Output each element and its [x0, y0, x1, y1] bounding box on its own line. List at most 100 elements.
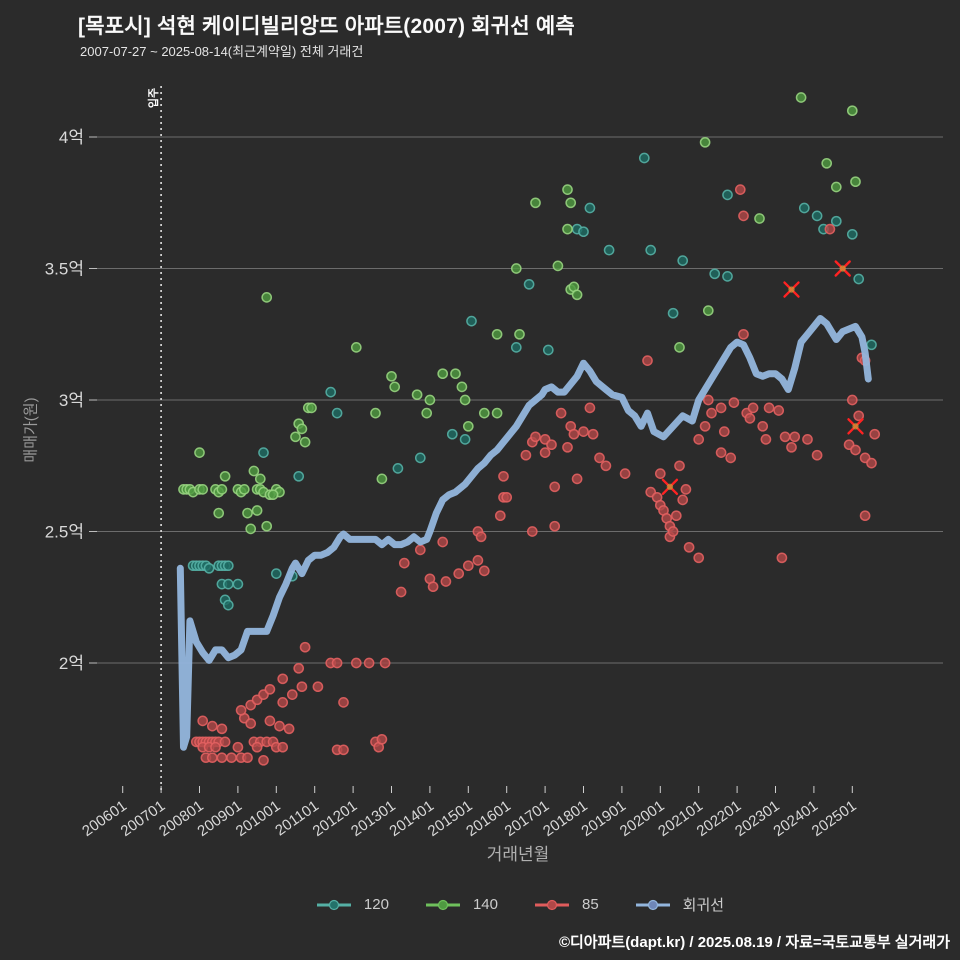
data-point-120[interactable]: [232, 578, 244, 590]
data-point-85[interactable]: [728, 397, 740, 408]
data-point-85[interactable]: [274, 720, 285, 732]
data-point-140[interactable]: [530, 197, 541, 209]
data-point-85[interactable]: [437, 536, 449, 548]
data-point-85[interactable]: [453, 568, 465, 579]
data-point-85[interactable]: [824, 223, 836, 235]
data-point-85[interactable]: [277, 673, 289, 685]
data-point-85[interactable]: [283, 723, 295, 735]
data-point-120[interactable]: [392, 463, 404, 474]
data-point-140[interactable]: [194, 447, 205, 458]
data-point-140[interactable]: [290, 431, 301, 443]
data-point-85[interactable]: [242, 752, 253, 764]
data-point-140[interactable]: [674, 342, 685, 353]
data-point-120[interactable]: [203, 562, 215, 574]
data-point-85[interactable]: [744, 413, 756, 424]
data-point-120[interactable]: [709, 268, 721, 280]
data-point-85[interactable]: [584, 402, 596, 414]
data-point-85[interactable]: [312, 681, 324, 693]
data-point-85[interactable]: [715, 447, 727, 458]
data-point-85[interactable]: [779, 431, 791, 443]
data-point-120[interactable]: [222, 560, 234, 572]
data-point-120[interactable]: [603, 244, 615, 256]
data-point-140[interactable]: [267, 489, 279, 501]
data-point-140[interactable]: [350, 342, 362, 353]
data-point-85[interactable]: [350, 657, 362, 669]
data-point-85[interactable]: [725, 452, 737, 464]
legend-item-회귀선[interactable]: 회귀선: [635, 894, 724, 915]
data-point-85[interactable]: [600, 460, 612, 472]
data-point-85[interactable]: [568, 428, 580, 440]
data-point-85[interactable]: [619, 468, 631, 479]
data-point-140[interactable]: [571, 289, 583, 301]
data-point-140[interactable]: [552, 260, 564, 272]
data-point-85[interactable]: [338, 697, 349, 708]
data-point-85[interactable]: [715, 402, 727, 414]
data-point-120[interactable]: [414, 452, 426, 464]
data-point-85[interactable]: [286, 689, 298, 700]
plot-area[interactable]: 4억 3.5억 3억 2.5억 2억 20060120070120080120090120…: [0, 0, 960, 860]
data-point-85[interactable]: [216, 723, 228, 735]
data-point-140[interactable]: [459, 394, 471, 406]
data-point-140[interactable]: [251, 505, 263, 516]
data-point-120[interactable]: [446, 428, 458, 440]
data-point-140[interactable]: [456, 381, 468, 393]
data-point-85[interactable]: [869, 428, 881, 440]
data-point-85[interactable]: [642, 355, 653, 366]
data-point-140[interactable]: [846, 105, 858, 117]
data-point-120[interactable]: [866, 339, 877, 351]
data-point-140[interactable]: [478, 407, 490, 419]
data-point-120[interactable]: [584, 202, 596, 214]
data-point-85[interactable]: [693, 434, 705, 445]
data-point-85[interactable]: [251, 741, 263, 753]
data-point-85[interactable]: [520, 449, 532, 461]
data-point-140[interactable]: [437, 368, 449, 380]
data-point-140[interactable]: [821, 157, 833, 169]
data-point-120[interactable]: [578, 226, 589, 238]
data-point-85[interactable]: [395, 586, 407, 598]
data-point-120[interactable]: [222, 599, 234, 611]
data-point-140[interactable]: [462, 420, 474, 432]
data-point-85[interactable]: [462, 560, 474, 572]
data-point-85[interactable]: [245, 718, 257, 729]
data-point-85[interactable]: [219, 736, 231, 748]
data-point-85[interactable]: [866, 457, 877, 469]
data-point-85[interactable]: [734, 184, 746, 195]
data-point-85[interactable]: [763, 402, 775, 414]
data-point-85[interactable]: [498, 470, 509, 482]
data-point-140[interactable]: [514, 328, 525, 340]
data-point-120[interactable]: [811, 210, 823, 222]
data-point-85[interactable]: [811, 449, 823, 461]
data-point-85[interactable]: [773, 405, 785, 416]
data-point-85[interactable]: [197, 715, 209, 727]
data-point-85[interactable]: [216, 752, 228, 764]
data-point-85[interactable]: [414, 544, 426, 556]
data-point-140[interactable]: [562, 184, 573, 195]
regression-line[interactable]: [176, 315, 872, 751]
data-point-85[interactable]: [206, 720, 218, 732]
data-point-140[interactable]: [219, 470, 231, 482]
data-point-140[interactable]: [411, 389, 423, 401]
data-point-85[interactable]: [718, 426, 730, 437]
data-point-140[interactable]: [850, 176, 861, 188]
data-point-140[interactable]: [830, 181, 842, 193]
data-point-140[interactable]: [238, 484, 250, 495]
data-point-140[interactable]: [702, 305, 714, 316]
data-point-140[interactable]: [565, 197, 577, 209]
data-point-85[interactable]: [331, 657, 343, 669]
data-point-140[interactable]: [370, 407, 381, 419]
data-point-140[interactable]: [261, 520, 273, 532]
data-point-140[interactable]: [491, 407, 503, 419]
data-point-85[interactable]: [562, 441, 573, 453]
data-point-85[interactable]: [846, 394, 858, 406]
data-point-120[interactable]: [722, 189, 733, 201]
data-point-85[interactable]: [427, 581, 439, 593]
data-point-140[interactable]: [491, 328, 503, 340]
data-point-85[interactable]: [786, 441, 797, 453]
data-point-85[interactable]: [264, 683, 276, 695]
data-point-85[interactable]: [258, 754, 269, 766]
data-point-85[interactable]: [277, 697, 289, 708]
data-point-85[interactable]: [674, 460, 685, 472]
data-point-85[interactable]: [475, 531, 487, 543]
data-point-85[interactable]: [494, 510, 506, 522]
data-point-85[interactable]: [859, 510, 871, 522]
